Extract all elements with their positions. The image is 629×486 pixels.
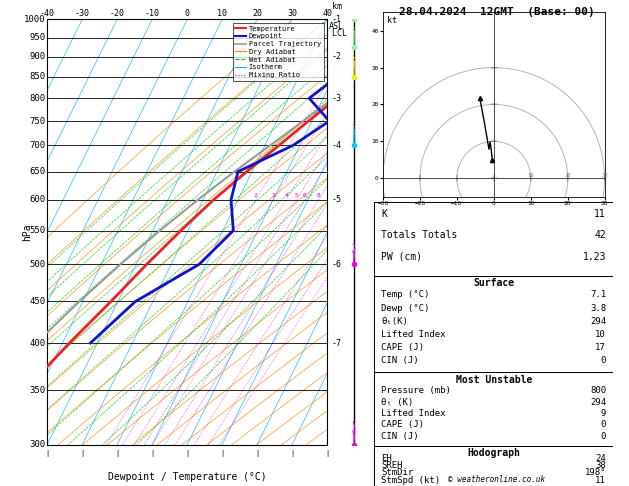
Text: CIN (J): CIN (J) [381,432,419,441]
Text: 1000: 1000 [25,15,46,24]
Text: 9: 9 [601,409,606,418]
Text: 28.04.2024  12GMT  (Base: 00): 28.04.2024 12GMT (Base: 00) [399,7,595,17]
Text: |: | [290,450,294,457]
Text: |: | [255,450,259,457]
Text: 10: 10 [217,9,227,17]
Text: |: | [80,450,84,457]
Text: 0: 0 [601,432,606,441]
Text: θₜ(K): θₜ(K) [381,317,408,326]
Text: CIN (J): CIN (J) [381,356,419,365]
Text: |: | [115,450,120,457]
Text: 0: 0 [601,420,606,429]
Text: 6: 6 [303,193,307,198]
Text: 294: 294 [590,317,606,326]
Text: 950: 950 [30,33,46,42]
Text: 8: 8 [317,193,321,198]
Text: PW (cm): PW (cm) [381,252,423,261]
Text: 800: 800 [30,94,46,103]
Text: 3.8: 3.8 [590,304,606,312]
Text: 2: 2 [253,193,257,198]
Text: 20: 20 [564,173,571,177]
Text: |: | [45,450,49,457]
Text: Dewp (°C): Dewp (°C) [381,304,430,312]
Text: 350: 350 [30,386,46,395]
Text: Lifted Index: Lifted Index [381,330,446,339]
Text: 17: 17 [596,343,606,352]
Text: -20: -20 [109,9,125,17]
Text: 5: 5 [294,193,298,198]
Text: Dewpoint / Temperature (°C): Dewpoint / Temperature (°C) [108,472,267,482]
Text: LCL: LCL [327,29,347,38]
Text: 10: 10 [596,330,606,339]
Text: CAPE (J): CAPE (J) [381,420,425,429]
Text: 0: 0 [601,356,606,365]
Text: 1.23: 1.23 [582,252,606,261]
Text: Pressure (mb): Pressure (mb) [381,386,451,395]
Text: -6: -6 [331,260,342,269]
Text: StmSpd (kt): StmSpd (kt) [381,476,440,485]
Text: 550: 550 [30,226,46,235]
Text: 650: 650 [30,167,46,176]
Text: CAPE (J): CAPE (J) [381,343,425,352]
Text: 198°: 198° [584,469,606,477]
Text: 11: 11 [596,476,606,485]
Text: 750: 750 [30,117,46,125]
Text: hPa: hPa [23,223,33,241]
Text: 30: 30 [601,173,608,177]
Text: 294: 294 [590,398,606,407]
Text: 11: 11 [594,209,606,219]
Text: 24: 24 [596,454,606,463]
Text: 400: 400 [30,339,46,347]
Text: -2: -2 [331,52,342,61]
Text: 10: 10 [528,173,534,177]
Text: StmDir: StmDir [381,469,414,477]
Text: Surface: Surface [473,278,515,289]
Text: 850: 850 [30,72,46,81]
Text: 4: 4 [284,193,288,198]
Text: 7.1: 7.1 [590,291,606,299]
Text: Lifted Index: Lifted Index [381,409,446,418]
Text: -10: -10 [145,9,160,17]
Text: |: | [185,450,189,457]
Text: 0: 0 [185,9,189,17]
Text: 42: 42 [594,230,606,241]
Text: K: K [381,209,387,219]
Text: θₜ (K): θₜ (K) [381,398,414,407]
Text: 300: 300 [30,440,46,449]
Text: 700: 700 [30,141,46,150]
Text: 30: 30 [287,9,297,17]
Text: 500: 500 [30,260,46,269]
Text: 900: 900 [30,52,46,61]
Text: -40: -40 [40,9,55,17]
Text: -1: -1 [331,15,342,24]
Text: -4: -4 [331,141,342,150]
Text: |: | [220,450,225,457]
Text: © weatheronline.co.uk: © weatheronline.co.uk [448,474,545,484]
Text: -7: -7 [331,339,342,347]
Text: SREH: SREH [381,461,403,470]
Text: 40: 40 [322,9,332,17]
Text: 3: 3 [271,193,275,198]
Text: Temp (°C): Temp (°C) [381,291,430,299]
Text: Most Unstable: Most Unstable [455,375,532,385]
Text: -3: -3 [331,94,342,103]
Text: kt: kt [387,16,398,25]
Text: EH: EH [381,454,392,463]
Text: |: | [150,450,154,457]
Text: km: km [331,2,342,11]
Text: -30: -30 [75,9,90,17]
Text: |: | [325,450,329,457]
Text: ASL: ASL [329,21,344,31]
Text: 38: 38 [596,461,606,470]
Text: Hodograph: Hodograph [467,448,520,458]
Text: 600: 600 [30,195,46,205]
Text: 800: 800 [590,386,606,395]
Text: 450: 450 [30,297,46,306]
Text: -5: -5 [331,195,342,205]
Text: Totals Totals: Totals Totals [381,230,458,241]
Text: 20: 20 [252,9,262,17]
Legend: Temperature, Dewpoint, Parcel Trajectory, Dry Adiabat, Wet Adiabat, Isotherm, Mi: Temperature, Dewpoint, Parcel Trajectory… [233,23,323,81]
